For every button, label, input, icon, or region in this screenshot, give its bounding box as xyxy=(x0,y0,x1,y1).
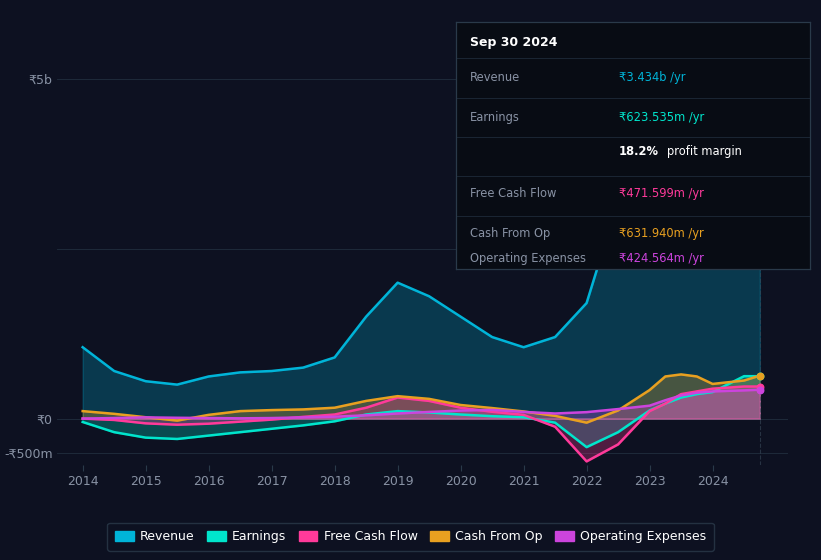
Point xyxy=(753,372,766,381)
Text: Sep 30 2024: Sep 30 2024 xyxy=(470,36,557,49)
Text: Revenue: Revenue xyxy=(470,71,520,85)
Text: profit margin: profit margin xyxy=(667,145,741,158)
Text: Operating Expenses: Operating Expenses xyxy=(470,253,586,265)
Text: Free Cash Flow: Free Cash Flow xyxy=(470,187,556,200)
Text: ₹3.434b /yr: ₹3.434b /yr xyxy=(619,71,686,85)
Point xyxy=(753,382,766,391)
Point xyxy=(753,371,766,380)
Legend: Revenue, Earnings, Free Cash Flow, Cash From Op, Operating Expenses: Revenue, Earnings, Free Cash Flow, Cash … xyxy=(108,523,713,551)
Text: ₹631.940m /yr: ₹631.940m /yr xyxy=(619,227,704,240)
Text: Earnings: Earnings xyxy=(470,111,520,124)
Text: ₹424.564m /yr: ₹424.564m /yr xyxy=(619,253,704,265)
Text: ₹623.535m /yr: ₹623.535m /yr xyxy=(619,111,704,124)
Point xyxy=(753,181,766,190)
Text: Cash From Op: Cash From Op xyxy=(470,227,550,240)
Text: 18.2%: 18.2% xyxy=(619,145,658,158)
Text: ₹471.599m /yr: ₹471.599m /yr xyxy=(619,187,704,200)
Point xyxy=(753,385,766,394)
